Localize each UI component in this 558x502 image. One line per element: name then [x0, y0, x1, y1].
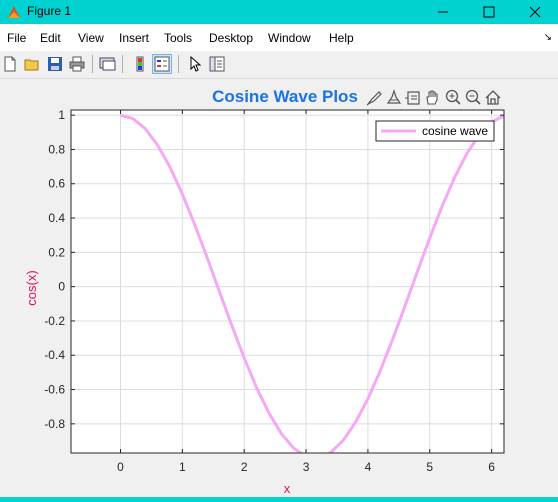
figure-canvas: 0 1 2 3 4 5 6 -0.8 -0.6 -0.4 -0.2 0 0.2 0.4 0.6 0.8 1 Co… — [0, 79, 558, 497]
y-tick-label: -0.2 — [44, 314, 65, 328]
legend-button[interactable] — [152, 54, 172, 74]
legend-label: cosine wave — [422, 124, 488, 138]
y-tick-label: 0 — [58, 280, 65, 294]
legend-box[interactable]: cosine wave — [375, 120, 495, 142]
window-title: Figure 1 — [27, 4, 72, 18]
minimize-icon — [438, 11, 448, 13]
x-tick-label: 6 — [488, 460, 495, 474]
data-tip-icon[interactable] — [386, 89, 402, 104]
menu-bar: File Edit View Insert Tools Desktop Wind… — [0, 24, 558, 51]
zoom-in-icon[interactable] — [445, 89, 461, 105]
menu-edit[interactable]: Edit — [40, 31, 61, 45]
series-line-cosine-wave — [120, 113, 504, 453]
y-axis-label: cos(x) — [24, 270, 39, 305]
figure-toolbar — [0, 51, 558, 79]
colorbar-button[interactable] — [130, 54, 150, 74]
y-tick-label: -0.4 — [44, 348, 65, 362]
save-button[interactable] — [45, 54, 65, 74]
matlab-icon — [8, 6, 20, 18]
link-plot-button[interactable] — [98, 54, 118, 74]
y-tick-label: 0.8 — [48, 142, 65, 156]
new-figure-button[interactable] — [0, 54, 20, 74]
pan-icon[interactable] — [426, 90, 438, 105]
maximize-icon — [483, 6, 495, 18]
y-tick-label: 1 — [58, 108, 65, 122]
property-inspector-icon — [209, 56, 225, 72]
select-arrow-icon — [190, 56, 202, 72]
new-figure-icon — [4, 56, 16, 72]
window-bottom-edge — [0, 497, 558, 501]
menu-overflow-icon[interactable]: ↘ — [543, 32, 552, 43]
home-icon[interactable] — [485, 90, 501, 105]
link-plot-icon — [99, 57, 116, 71]
maximize-button[interactable] — [466, 0, 512, 24]
colorbar-icon — [136, 56, 144, 72]
close-icon — [529, 6, 541, 18]
close-button[interactable] — [512, 0, 558, 24]
select-arrow-button[interactable] — [185, 54, 205, 74]
axes-toolbar — [366, 89, 501, 106]
property-inspector-button[interactable] — [207, 54, 227, 74]
y-tick-label: 0.4 — [48, 211, 65, 225]
x-axis-label: x — [284, 481, 291, 496]
menu-window[interactable]: Window — [268, 31, 311, 45]
series-layer — [120, 113, 504, 453]
menu-desktop[interactable]: Desktop — [209, 31, 254, 45]
x-tick-label: 2 — [241, 460, 248, 474]
rotate-icon[interactable] — [405, 91, 420, 105]
minimize-button[interactable] — [420, 0, 466, 24]
brush-icon[interactable] — [366, 91, 382, 106]
print-icon — [69, 56, 85, 72]
toolbar-separator — [92, 55, 93, 73]
menu-view[interactable]: View — [78, 31, 104, 45]
legend-frame — [375, 120, 495, 142]
menu-file[interactable]: File — [7, 31, 27, 45]
x-tick-label: 0 — [117, 460, 124, 474]
chart-svg[interactable]: 0 1 2 3 4 5 6 -0.8 -0.6 -0.4 -0.2 0 0.2 0.4 0.6 0.8 1 Co… — [0, 79, 558, 497]
y-tick-label: 0.6 — [48, 177, 65, 191]
x-tick-label: 1 — [179, 460, 186, 474]
x-tick-label: 5 — [426, 460, 433, 474]
print-button[interactable] — [67, 54, 87, 74]
axes-box — [70, 109, 505, 454]
open-file-button[interactable] — [22, 54, 42, 74]
plot-area[interactable] — [71, 110, 504, 453]
legend-icon — [154, 56, 170, 72]
y-tick-label: -0.8 — [44, 417, 65, 431]
tick-layer: 0 1 2 3 4 5 6 -0.8 -0.6 -0.4 -0.2 0 0.2 0.4 0.6 0.8 1 — [44, 108, 504, 474]
grid-lines — [71, 110, 504, 453]
menu-insert[interactable]: Insert — [119, 31, 150, 45]
y-tick-label: 0.2 — [48, 245, 65, 259]
toolbar-separator — [122, 55, 123, 73]
zoom-out-icon[interactable] — [465, 89, 481, 105]
x-tick-label: 4 — [365, 460, 372, 474]
toolbar-separator — [178, 55, 179, 73]
chart-title: Cosine Wave Plos — [212, 87, 358, 106]
title-bar[interactable]: Figure 1 — [0, 0, 558, 24]
open-file-icon — [24, 59, 39, 71]
menu-tools[interactable]: Tools — [164, 31, 193, 45]
y-tick-label: -0.6 — [44, 383, 65, 397]
x-tick-label: 3 — [303, 460, 310, 474]
menu-help[interactable]: Help — [329, 31, 354, 45]
save-icon — [48, 57, 62, 71]
